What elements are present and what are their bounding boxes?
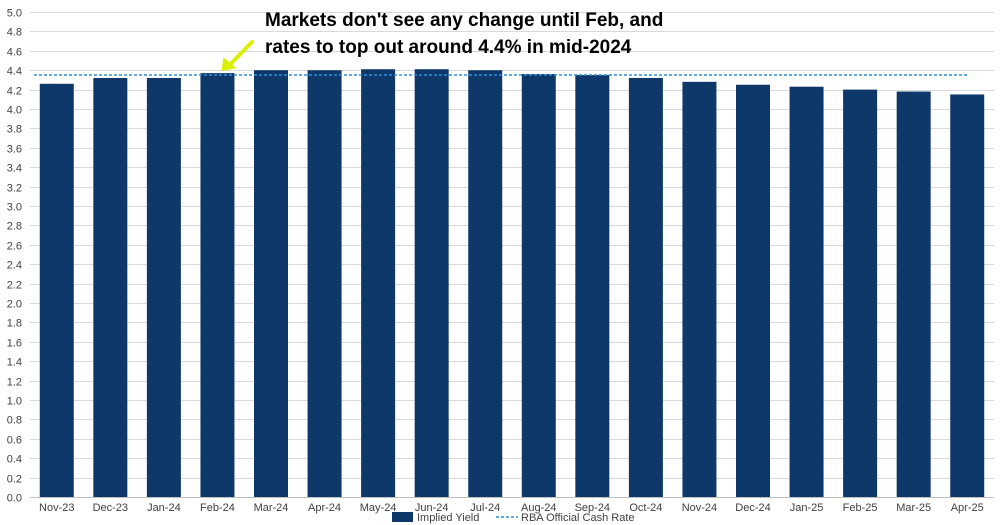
y-tick-label: 1.2 xyxy=(7,377,22,389)
x-tick-label: Feb-24 xyxy=(200,502,235,514)
bar-Jan-25 xyxy=(789,86,824,497)
y-tick-label: 0.6 xyxy=(7,435,22,447)
y-tick-label: 0.2 xyxy=(7,474,22,486)
x-tick-label: May-24 xyxy=(360,502,397,514)
y-tick-label: 2.6 xyxy=(7,241,22,253)
y-tick-label: 5.0 xyxy=(7,8,22,20)
y-tick-label: 3.8 xyxy=(7,124,22,136)
bar-Sep-24 xyxy=(575,75,610,498)
x-tick-label: Jan-25 xyxy=(790,502,824,514)
gridlines xyxy=(30,12,994,479)
y-tick-label: 2.2 xyxy=(7,280,22,292)
bar-Apr-25 xyxy=(950,94,985,497)
y-tick-label: 4.0 xyxy=(7,105,22,117)
bar-Dec-24 xyxy=(736,84,770,497)
x-tick-label: Jan-24 xyxy=(147,502,181,514)
bar-Jan-24 xyxy=(146,77,181,498)
y-tick-label: 4.8 xyxy=(7,27,22,39)
y-tick-label: 3.0 xyxy=(7,202,22,214)
bar-May-24 xyxy=(361,69,396,497)
annotation-line-2: rates to top out around 4.4% in mid-2024 xyxy=(265,37,632,58)
x-tick-label: Jul-24 xyxy=(470,502,500,514)
y-tick-label: 0.8 xyxy=(7,415,22,427)
y-tick-label: 1.8 xyxy=(7,318,22,330)
bar-Feb-24 xyxy=(200,73,235,498)
y-tick-label: 0.4 xyxy=(7,454,22,466)
y-tick-label: 2.4 xyxy=(7,260,22,272)
annotation: Markets don't see any change until Feb, … xyxy=(221,10,663,72)
x-tick-label: Mar-24 xyxy=(254,502,289,514)
y-tick-label: 1.0 xyxy=(7,396,22,408)
y-tick-label: 3.6 xyxy=(7,144,22,156)
y-tick-label: 2.0 xyxy=(7,299,22,311)
bar-Oct-24 xyxy=(628,77,663,498)
x-tick-label: Feb-25 xyxy=(843,502,878,514)
bar-Mar-24 xyxy=(254,70,288,497)
x-tick-label: Nov-23 xyxy=(39,502,74,514)
bar-Aug-24 xyxy=(521,74,556,497)
legend-swatch-implied-yield xyxy=(392,512,413,522)
bar-Dec-23 xyxy=(93,77,128,498)
y-tick-label: 3.4 xyxy=(7,163,22,175)
legend-label-cash-rate: RBA Official Cash Rate xyxy=(521,512,635,524)
legend-label-implied-yield: Implied Yield xyxy=(417,512,479,524)
y-tick-label: 4.4 xyxy=(7,66,22,78)
bar-Feb-25 xyxy=(843,89,878,497)
legend: Implied Yield RBA Official Cash Rate xyxy=(392,512,635,524)
bar-Jul-24 xyxy=(468,70,503,497)
x-tick-label: Dec-24 xyxy=(735,502,770,514)
annotation-arrow xyxy=(221,40,254,72)
y-tick-label: 0.0 xyxy=(7,493,22,505)
x-tick-label: Aug-24 xyxy=(521,502,556,514)
y-tick-label: 1.4 xyxy=(7,357,22,369)
y-tick-label: 2.8 xyxy=(7,221,22,233)
x-axis-ticks: Nov-23 Dec-23 Jan-24 Feb-24 Mar-24 Apr-24 May-… xyxy=(39,502,984,514)
bar-Mar-25 xyxy=(896,91,931,497)
bars xyxy=(39,69,985,498)
annotation-line-1: Markets don't see any change until Feb, … xyxy=(265,10,663,31)
y-tick-label: 4.2 xyxy=(7,86,22,98)
x-tick-label: Oct-24 xyxy=(629,502,662,514)
x-tick-label: Apr-25 xyxy=(951,502,984,514)
bar-Apr-24 xyxy=(307,70,342,497)
x-tick-label: Nov-24 xyxy=(682,502,717,514)
y-tick-label: 4.6 xyxy=(7,47,22,59)
x-tick-label: Mar-25 xyxy=(896,502,931,514)
x-tick-label: Apr-24 xyxy=(308,502,341,514)
arrow-head xyxy=(221,57,237,72)
arrow-shaft xyxy=(227,40,254,68)
bar-Nov-23 xyxy=(39,83,74,497)
x-tick-label: Sep-24 xyxy=(575,502,610,514)
x-tick-label: Dec-23 xyxy=(93,502,128,514)
x-tick-label: Jun-24 xyxy=(415,502,449,514)
y-axis-ticks: 0.0 0.2 0.4 0.6 0.8 1.0 1.2 1.4 1.6 1.8 2.0 2.2 2.4 2… xyxy=(7,8,22,505)
bar-Nov-24 xyxy=(682,81,717,497)
y-tick-label: 1.6 xyxy=(7,338,22,350)
bar-Jun-24 xyxy=(414,69,449,497)
y-tick-label: 3.2 xyxy=(7,183,22,195)
